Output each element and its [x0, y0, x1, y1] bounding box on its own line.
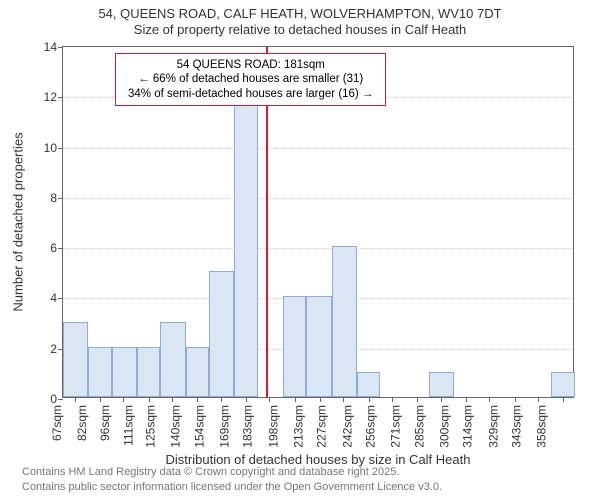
- x-tick-label: 271sqm: [389, 405, 403, 448]
- y-tick-label: 10: [44, 141, 63, 155]
- x-tick-label: 329sqm: [486, 405, 500, 448]
- x-tick-mark: [100, 397, 101, 402]
- x-tick-label: 140sqm: [169, 405, 183, 448]
- annotation-line-3: 34% of semi-detached houses are larger (…: [128, 87, 373, 101]
- x-tick-label: 242sqm: [340, 405, 354, 448]
- x-tick-mark: [269, 397, 270, 402]
- histogram-bar: [186, 347, 210, 397]
- footer-line-2: Contains public sector information licen…: [22, 480, 442, 494]
- x-tick-mark: [123, 397, 124, 402]
- footer-line-1: Contains HM Land Registry data © Crown c…: [22, 465, 442, 479]
- x-tick-label: 67sqm: [50, 405, 64, 441]
- x-tick-mark: [172, 397, 173, 402]
- x-tick-mark: [563, 397, 564, 402]
- annotation-box: 54 QUEENS ROAD: 181sqm← 66% of detached …: [115, 53, 386, 106]
- x-tick-label: 213sqm: [291, 405, 305, 448]
- x-tick-label: 169sqm: [218, 405, 232, 448]
- histogram-bar: [306, 296, 331, 397]
- x-tick-label: 111sqm: [121, 405, 135, 446]
- x-tick-label: 183sqm: [241, 405, 255, 448]
- x-tick-label: 82sqm: [75, 405, 89, 441]
- x-tick-label: 358sqm: [535, 405, 549, 448]
- x-tick-label: 227sqm: [315, 405, 329, 448]
- x-tick-mark: [246, 397, 247, 402]
- y-axis-label: Number of detached properties: [11, 132, 26, 311]
- x-tick-mark: [343, 397, 344, 402]
- x-tick-mark: [441, 397, 442, 402]
- histogram-bar: [160, 322, 185, 397]
- grid-line: [63, 248, 573, 249]
- histogram-bar: [209, 271, 234, 397]
- x-tick-label: 343sqm: [510, 405, 524, 448]
- y-tick-label: 2: [50, 342, 63, 356]
- x-tick-mark: [417, 397, 418, 402]
- histogram-bar: [63, 322, 88, 397]
- y-tick-label: 8: [50, 191, 63, 205]
- x-tick-mark: [320, 397, 321, 402]
- annotation-line-1: 54 QUEENS ROAD: 181sqm: [128, 58, 373, 72]
- x-tick-mark: [538, 397, 539, 402]
- title-line-1: 54, QUEENS ROAD, CALF HEATH, WOLVERHAMPT…: [0, 6, 600, 22]
- x-tick-label: 154sqm: [192, 405, 206, 448]
- x-tick-mark: [489, 397, 490, 402]
- x-tick-label: 256sqm: [364, 405, 378, 448]
- x-tick-mark: [75, 397, 76, 402]
- x-tick-label: 96sqm: [98, 405, 112, 441]
- plot-area: 0246810121467sqm82sqm96sqm111sqm125sqm14…: [62, 46, 574, 398]
- histogram-bar: [283, 296, 307, 397]
- histogram-bar: [234, 95, 258, 397]
- x-tick-label: 125sqm: [144, 405, 158, 448]
- y-tick-label: 0: [50, 392, 63, 406]
- footer-attribution: Contains HM Land Registry data © Crown c…: [22, 465, 442, 494]
- x-tick-mark: [221, 397, 222, 402]
- x-tick-mark: [149, 397, 150, 402]
- x-tick-mark: [197, 397, 198, 402]
- x-tick-label: 314sqm: [461, 405, 475, 448]
- grid-line: [63, 198, 573, 199]
- x-tick-mark: [466, 397, 467, 402]
- histogram-bar: [551, 372, 575, 397]
- grid-line: [63, 148, 573, 149]
- x-tick-label: 285sqm: [412, 405, 426, 448]
- x-tick-mark: [515, 397, 516, 402]
- x-tick-mark: [369, 397, 370, 402]
- x-tick-mark: [392, 397, 393, 402]
- title-block: 54, QUEENS ROAD, CALF HEATH, WOLVERHAMPT…: [0, 6, 600, 37]
- y-tick-label: 6: [50, 241, 63, 255]
- histogram-bar: [112, 347, 137, 397]
- x-tick-mark: [295, 397, 296, 402]
- x-tick-label: 300sqm: [438, 405, 452, 448]
- histogram-bar: [357, 372, 381, 397]
- histogram-bar: [137, 347, 161, 397]
- histogram-bar: [332, 246, 357, 397]
- histogram-bar: [429, 372, 454, 397]
- y-tick-label: 14: [44, 40, 63, 54]
- x-tick-label: 198sqm: [266, 405, 280, 448]
- y-tick-label: 4: [50, 291, 63, 305]
- histogram-bar: [88, 347, 112, 397]
- y-tick-label: 12: [44, 90, 63, 104]
- annotation-line-2: ← 66% of detached houses are smaller (31…: [128, 72, 373, 86]
- chart-container: 54, QUEENS ROAD, CALF HEATH, WOLVERHAMPT…: [0, 0, 600, 500]
- title-line-2: Size of property relative to detached ho…: [0, 22, 600, 38]
